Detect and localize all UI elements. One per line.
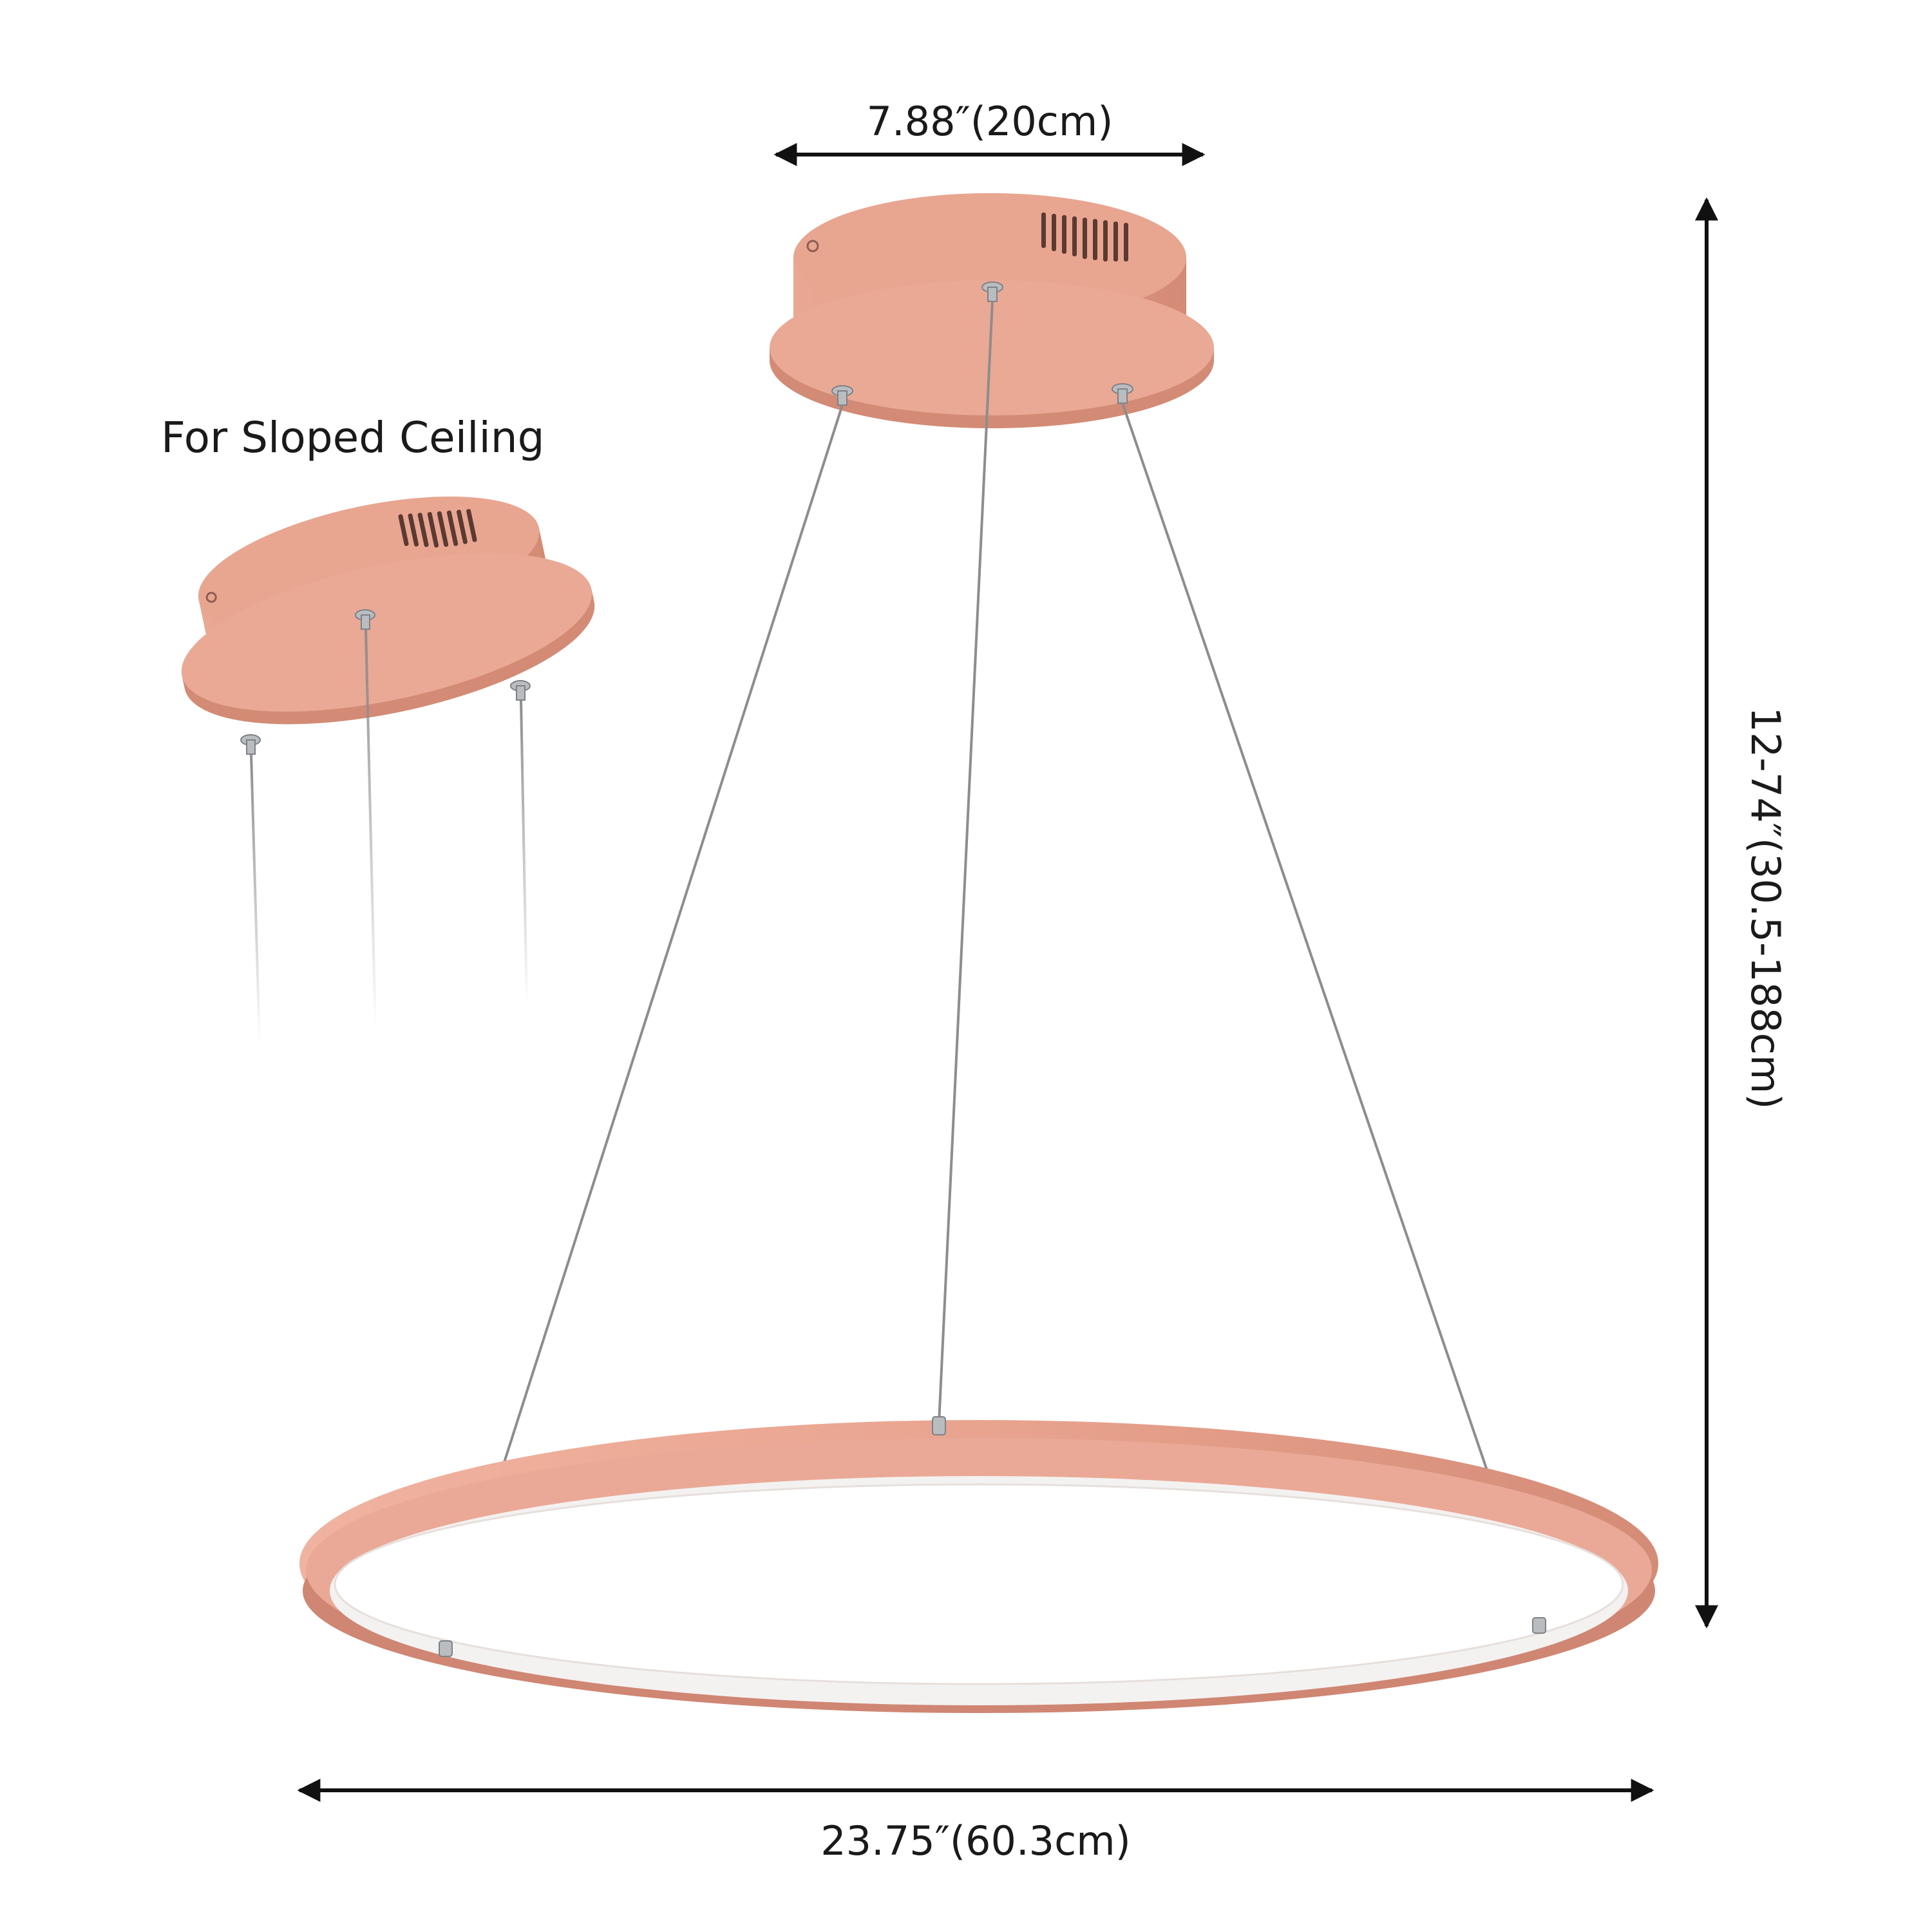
sloped-ceiling-canopy (181, 497, 595, 1044)
canopy-vent-slots (1041, 213, 1128, 261)
main-canopy (770, 193, 1214, 428)
sloped-canopy-side-screw (205, 591, 217, 603)
sloped-canopy-vent-slots (398, 509, 477, 548)
height-range-label: 12-74″(30.5-188cm) (1742, 707, 1789, 1110)
led-ring (299, 1420, 1658, 1713)
ring-diameter-dimension: 23.75″(60.3cm) (297, 1779, 1654, 1864)
canopy-side-screw (806, 240, 819, 252)
ring-cable-connectors (439, 1416, 1546, 1657)
canopy-cable-grippers (831, 281, 1133, 406)
canopy-width-label: 7.88″(20cm) (867, 98, 1113, 145)
sloped-ceiling-label: For Sloped Ceiling (161, 413, 545, 462)
height-range-dimension: 12-74″(30.5-188cm) (1695, 197, 1789, 1629)
sloped-canopy-cable-grippers (240, 609, 531, 755)
ring-diameter-label: 23.75″(60.3cm) (820, 1817, 1131, 1864)
canopy-width-dimension: 7.88″(20cm) (773, 98, 1206, 166)
sloped-canopy-cables (250, 629, 528, 1044)
suspension-cables (444, 301, 1540, 1646)
